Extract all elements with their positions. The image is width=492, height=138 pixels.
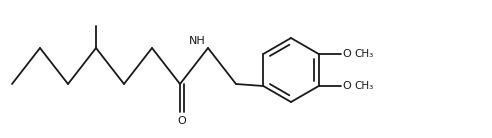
Text: CH₃: CH₃ — [355, 81, 374, 91]
Text: O: O — [343, 81, 351, 91]
Text: CH₃: CH₃ — [355, 49, 374, 59]
Text: O: O — [178, 116, 186, 126]
Text: NH: NH — [189, 36, 206, 46]
Text: O: O — [343, 49, 351, 59]
